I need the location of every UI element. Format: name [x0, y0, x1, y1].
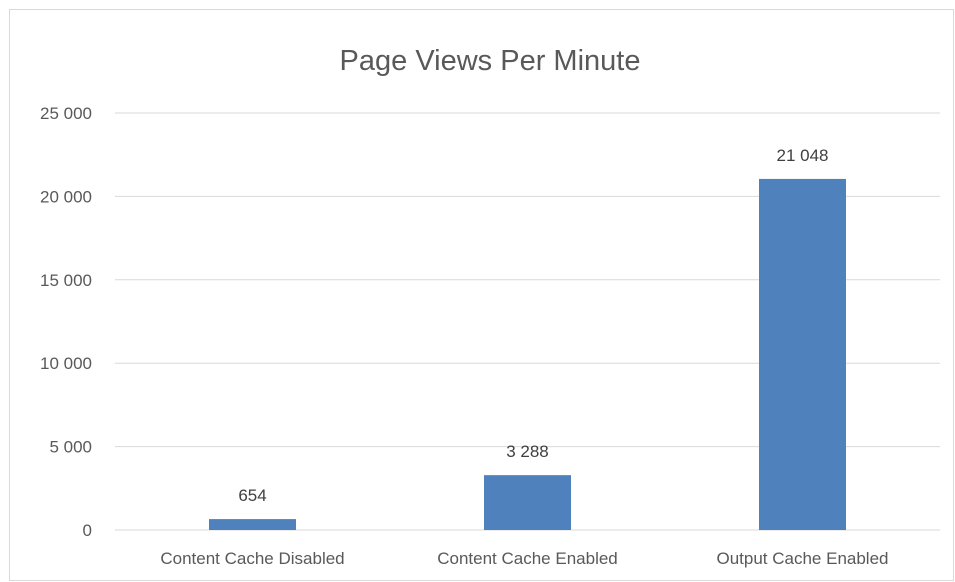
y-axis-tick-labels: 0 5 000 10 000 15 000 20 000 25 000 — [40, 104, 92, 540]
bars — [209, 178, 846, 530]
data-label: 3 288 — [506, 442, 549, 461]
y-tick-label: 25 000 — [40, 104, 92, 123]
bar — [209, 519, 296, 530]
y-tick-label: 10 000 — [40, 354, 92, 373]
data-labels: 654 3 288 21 048 — [238, 146, 828, 505]
x-category-label: Content Cache Enabled — [437, 549, 618, 568]
x-category-label: Content Cache Disabled — [160, 549, 344, 568]
x-axis-category-labels: Content Cache Disabled Content Cache Enab… — [160, 549, 888, 568]
x-category-label: Output Cache Enabled — [716, 549, 888, 568]
data-label: 654 — [238, 486, 266, 505]
data-label: 21 048 — [777, 146, 829, 165]
y-tick-label: 15 000 — [40, 271, 92, 290]
chart-title: Page Views Per Minute — [340, 45, 641, 77]
y-tick-label: 0 — [83, 521, 92, 540]
bar — [759, 178, 846, 530]
y-tick-label: 5 000 — [49, 438, 92, 457]
bar — [484, 475, 571, 530]
y-tick-label: 20 000 — [40, 187, 92, 206]
